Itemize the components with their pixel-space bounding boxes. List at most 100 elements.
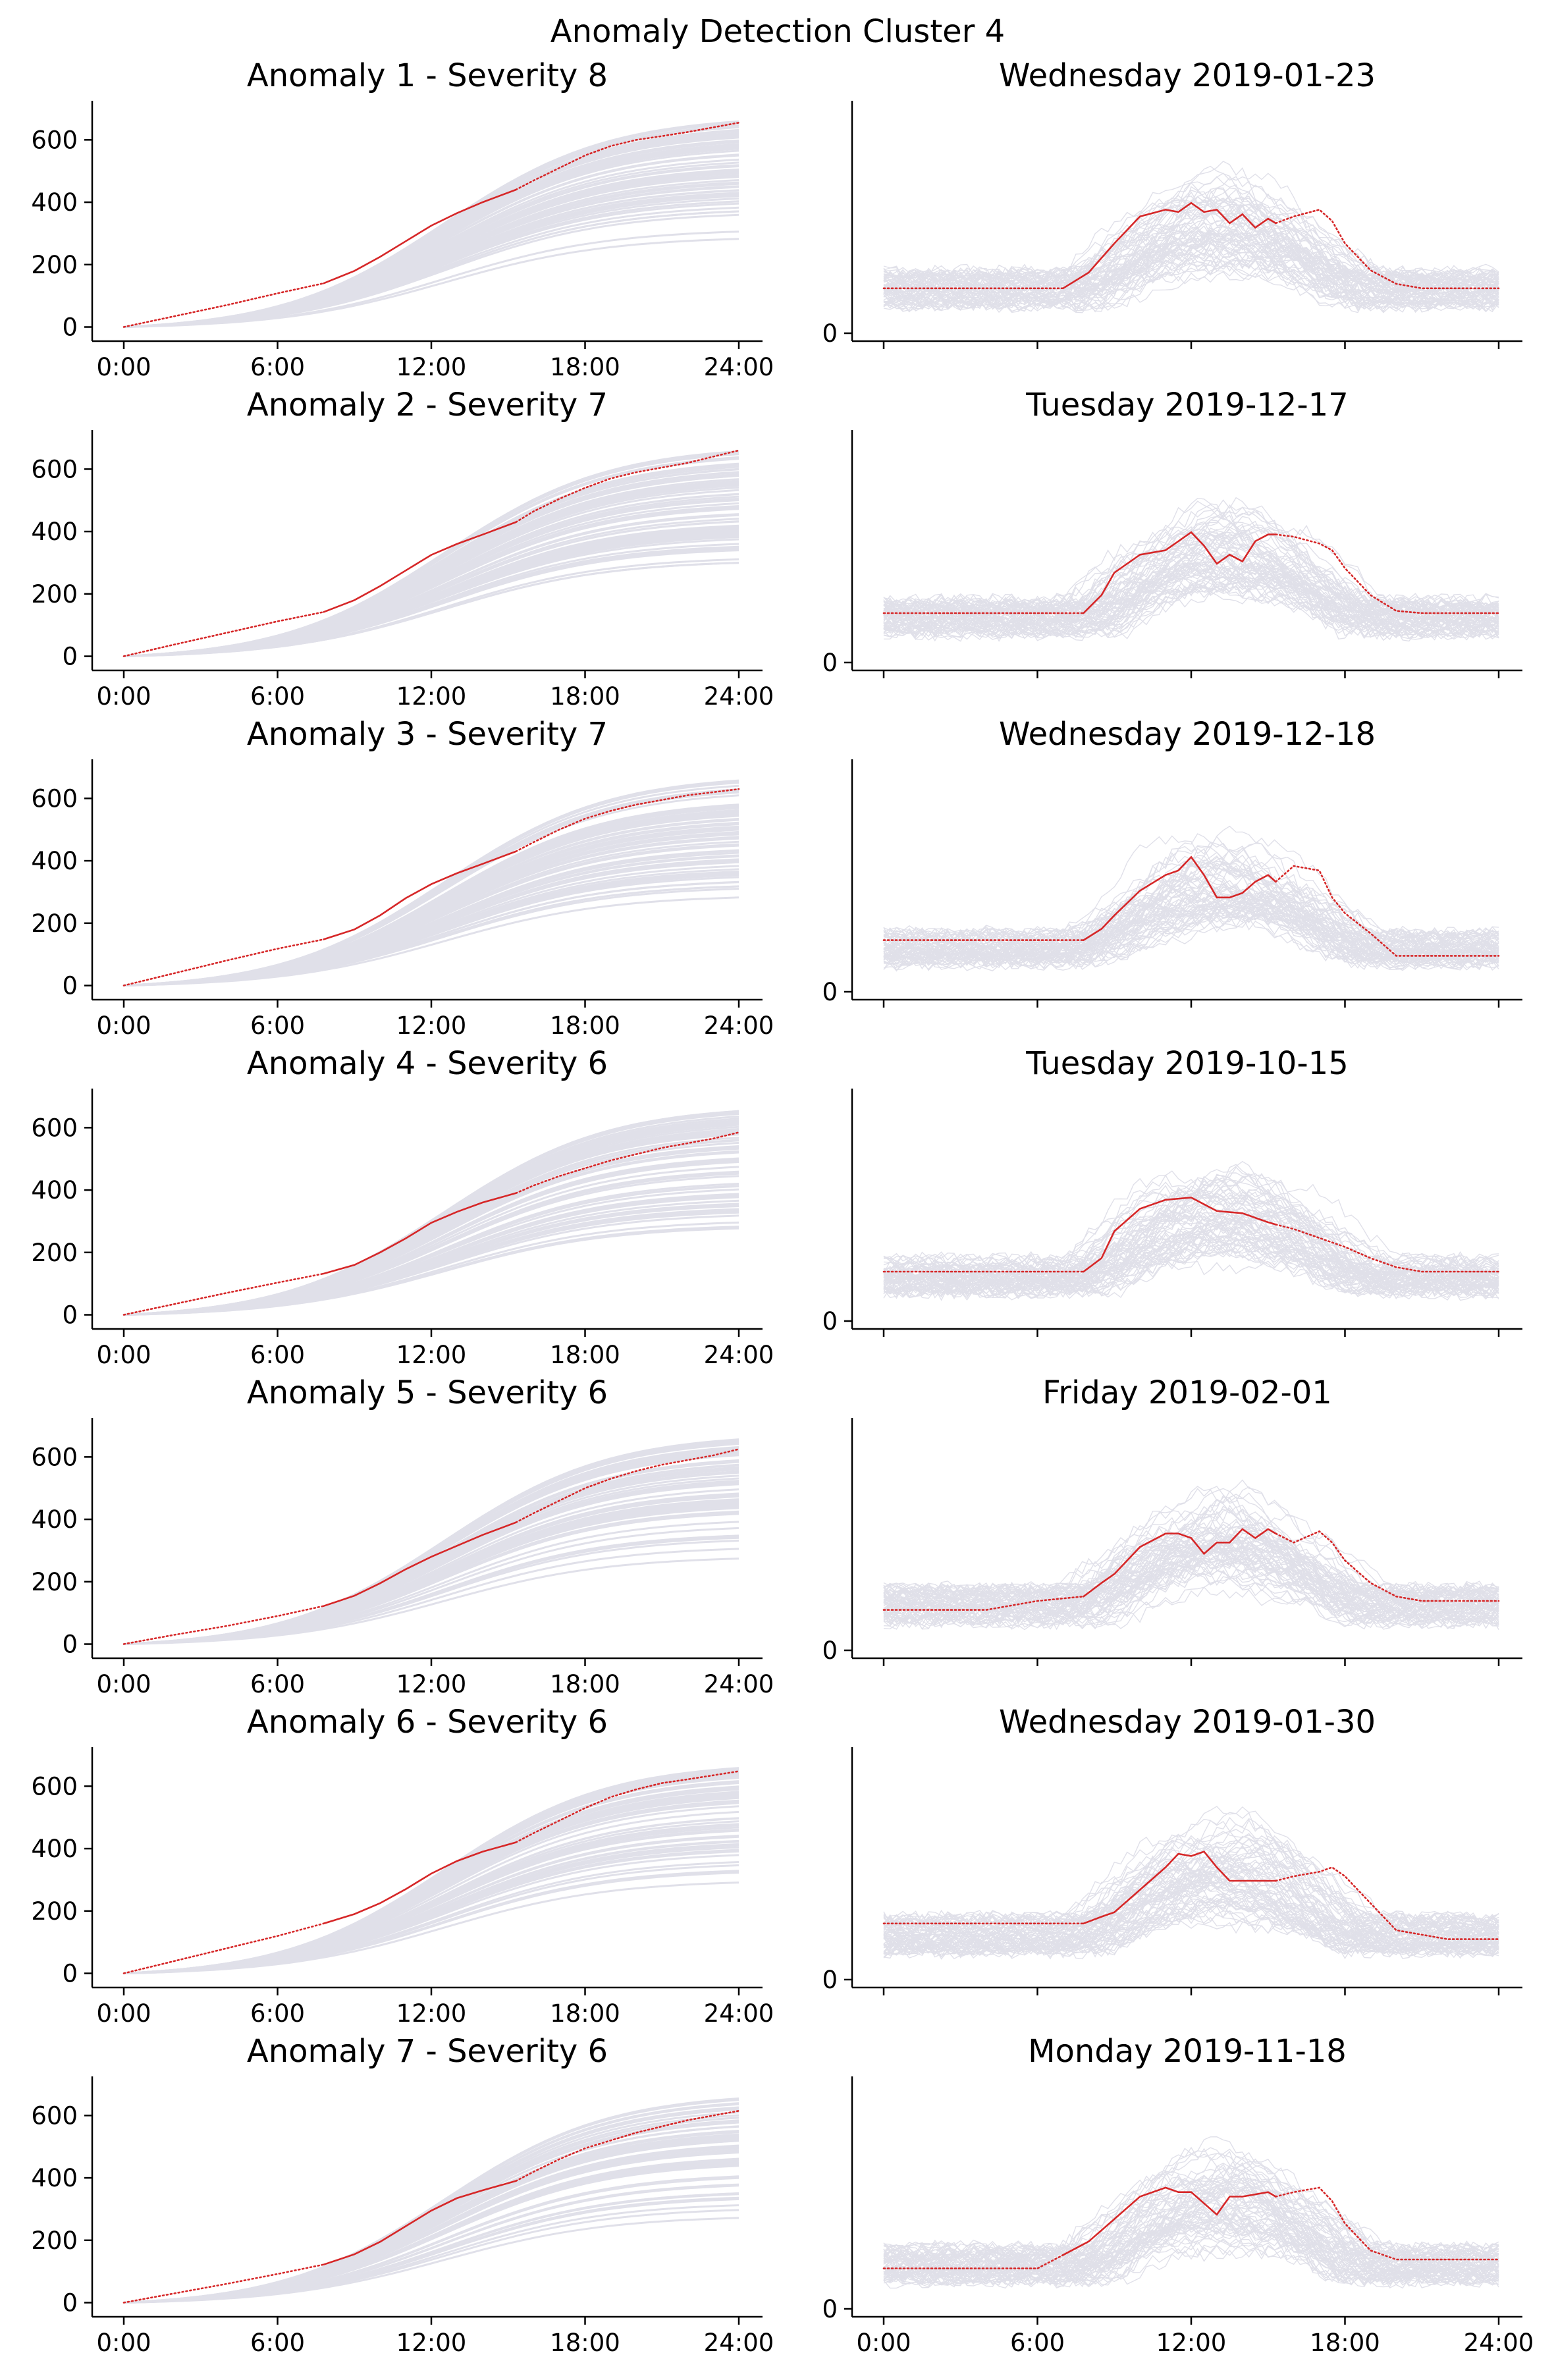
background-series-bundle bbox=[883, 825, 1499, 972]
background-series-line bbox=[883, 1166, 1499, 1280]
anomaly-window-line bbox=[323, 188, 517, 284]
background-series-bundle bbox=[123, 779, 739, 987]
background-series-line bbox=[123, 482, 739, 657]
background-series-line bbox=[123, 135, 739, 328]
y-tick-label: 0 bbox=[62, 972, 78, 1000]
anomaly-context-line bbox=[1275, 1530, 1500, 1602]
anomaly-window-line bbox=[1083, 1528, 1277, 1598]
y-tick-label: 200 bbox=[31, 2227, 78, 2255]
background-series-line bbox=[883, 533, 1499, 627]
background-series-line bbox=[883, 532, 1499, 619]
background-series-line bbox=[883, 1831, 1499, 1941]
y-tick-label: 0 bbox=[822, 1966, 838, 1994]
x-tick-label: 12:00 bbox=[396, 2329, 467, 2357]
background-series-line bbox=[883, 2179, 1499, 2265]
x-tick-label: 0:00 bbox=[96, 1012, 151, 1040]
background-series-bundle bbox=[883, 2136, 1499, 2289]
background-series-line bbox=[883, 2177, 1499, 2274]
chart-panel: Anomaly 5 - Severity 6 0 200 400 600 0:00 6:00… bbox=[31, 1374, 774, 1698]
anomaly-context-line bbox=[882, 1595, 1085, 1611]
background-series-line bbox=[883, 576, 1499, 630]
background-series-line bbox=[883, 853, 1499, 942]
anomaly-context-line bbox=[1275, 208, 1500, 290]
background-series-line bbox=[883, 1175, 1499, 1297]
anomaly-context-line bbox=[515, 788, 740, 853]
background-series-line bbox=[883, 1840, 1499, 1945]
background-series-line bbox=[883, 842, 1499, 967]
anomaly-context-line bbox=[1275, 1866, 1500, 1940]
y-tick-label: 600 bbox=[31, 455, 78, 483]
chart-panel: Monday 2019-11-18 0 0:00 6:00 12:00 18:00 24:0… bbox=[822, 2033, 1534, 2357]
panel-title: Anomaly 3 - Severity 7 bbox=[247, 716, 608, 753]
anomaly-window-line bbox=[323, 1841, 517, 1925]
x-tick-label: 0:00 bbox=[96, 1670, 151, 1698]
background-series-line bbox=[883, 541, 1499, 612]
background-series-line bbox=[123, 1459, 739, 1645]
background-series-line bbox=[883, 529, 1499, 616]
x-tick-label: 12:00 bbox=[396, 353, 467, 381]
x-tick-label: 6:00 bbox=[250, 2329, 305, 2357]
y-tick-label: 600 bbox=[31, 784, 78, 813]
chart-panel: Friday 2019-02-01 0 bbox=[822, 1374, 1522, 1666]
x-tick-label: 24:00 bbox=[704, 682, 774, 711]
background-series-line bbox=[883, 1897, 1499, 1947]
y-tick-label: 600 bbox=[31, 1114, 78, 1142]
anomaly-context-line bbox=[122, 1605, 325, 1645]
background-series-line bbox=[883, 873, 1499, 962]
y-tick-label: 400 bbox=[31, 847, 78, 875]
y-tick-label: 400 bbox=[31, 1505, 78, 1534]
anomaly-context-line bbox=[515, 1770, 740, 1843]
panel-title: Wednesday 2019-01-30 bbox=[999, 1704, 1376, 1741]
y-tick-label: 0 bbox=[62, 313, 78, 342]
background-series-line bbox=[123, 861, 739, 987]
background-series-line bbox=[883, 558, 1499, 608]
anomaly-context-line bbox=[515, 1131, 740, 1195]
background-series-line bbox=[123, 194, 739, 328]
background-series-bundle bbox=[883, 1806, 1499, 1960]
background-series-line bbox=[123, 2108, 739, 2304]
background-series-line bbox=[883, 2192, 1499, 2272]
background-series-line bbox=[883, 543, 1499, 614]
anomaly-context-line bbox=[515, 122, 740, 191]
background-series-line bbox=[883, 1538, 1499, 1615]
anomaly-window-line bbox=[323, 1521, 517, 1607]
x-tick-label: 6:00 bbox=[250, 1670, 305, 1698]
background-series-line bbox=[883, 226, 1499, 312]
chart-panel: Anomaly 6 - Severity 6 0 200 400 600 0:00 6:00… bbox=[31, 1704, 774, 2028]
x-tick-label: 18:00 bbox=[550, 682, 620, 711]
background-series-line bbox=[883, 2218, 1499, 2286]
anomaly-context-line bbox=[1275, 2186, 1500, 2261]
background-series-line bbox=[883, 892, 1499, 961]
x-tick-label: 0:00 bbox=[856, 2329, 911, 2357]
background-series-line bbox=[883, 1526, 1499, 1609]
background-series-line bbox=[883, 894, 1499, 968]
x-tick-label: 24:00 bbox=[704, 2329, 774, 2357]
y-tick-label: 400 bbox=[31, 518, 78, 546]
anomaly-context-line bbox=[122, 938, 325, 987]
figure-title: Anomaly Detection Cluster 4 bbox=[550, 13, 1005, 50]
y-tick-label: 200 bbox=[31, 909, 78, 938]
background-series-line bbox=[883, 2179, 1499, 2286]
x-tick-label: 6:00 bbox=[250, 353, 305, 381]
background-series-line bbox=[883, 2206, 1499, 2268]
x-tick-label: 12:00 bbox=[396, 1341, 467, 1369]
background-series-bundle bbox=[123, 1438, 739, 1645]
background-series-line bbox=[123, 2121, 739, 2304]
anomaly-context-line bbox=[515, 449, 740, 524]
background-series-bundle bbox=[123, 450, 739, 657]
background-series-line bbox=[883, 861, 1499, 946]
background-series-line bbox=[883, 1532, 1499, 1617]
anomaly-context-line bbox=[515, 1448, 740, 1524]
panel-title: Anomaly 5 - Severity 6 bbox=[247, 1374, 608, 1411]
anomaly-window-line bbox=[1062, 2186, 1277, 2256]
background-series-line bbox=[883, 863, 1499, 953]
background-series-line bbox=[883, 198, 1499, 279]
background-series-line bbox=[883, 1208, 1499, 1268]
background-series-line bbox=[883, 1546, 1499, 1608]
anomaly-window-line bbox=[1062, 202, 1277, 290]
y-tick-label: 600 bbox=[31, 1443, 78, 1471]
panel-title: Anomaly 4 - Severity 6 bbox=[247, 1045, 608, 1082]
chart-panel: Wednesday 2019-12-18 0 bbox=[822, 716, 1522, 1008]
background-series-line bbox=[883, 1486, 1499, 1600]
x-tick-label: 0:00 bbox=[96, 1341, 151, 1369]
